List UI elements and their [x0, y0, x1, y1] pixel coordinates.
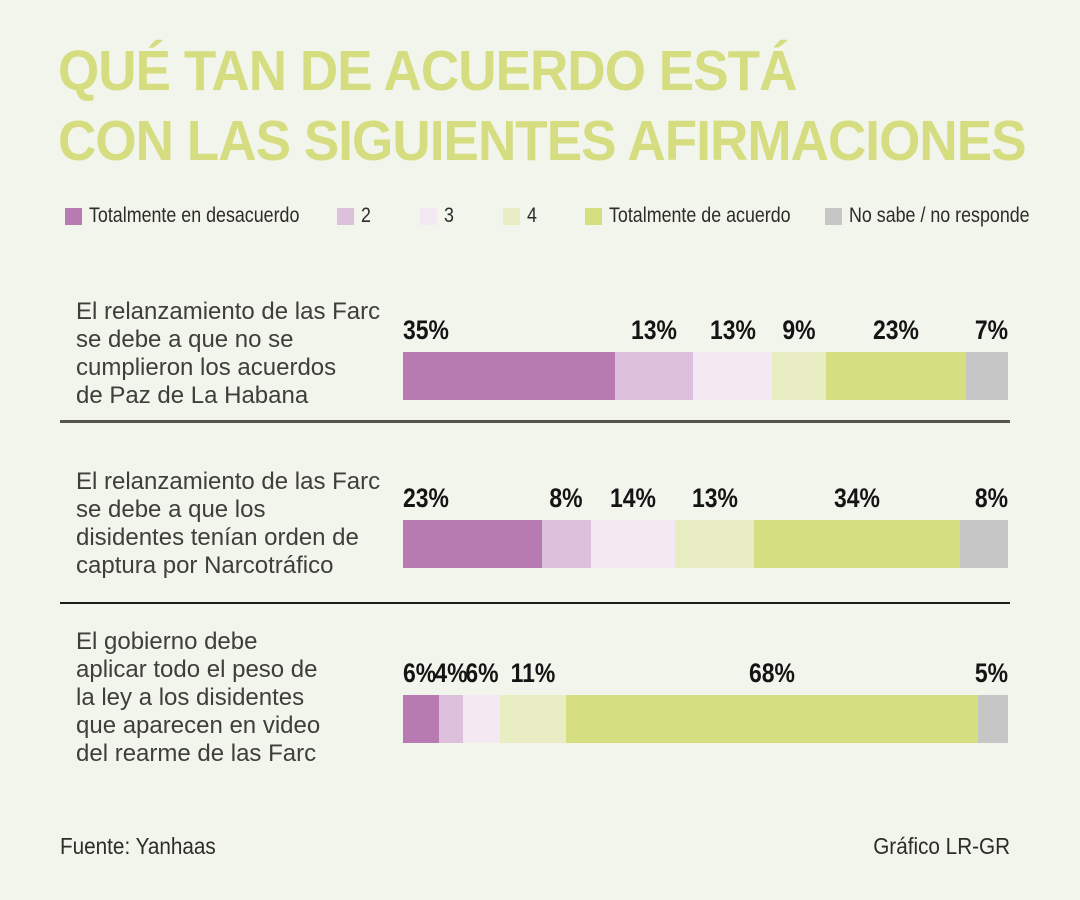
- bar-value-label: 6%: [403, 658, 437, 688]
- bar-value-label: 14%: [609, 483, 656, 513]
- bar-value-label: 5%: [974, 658, 1008, 688]
- bar-segment: [403, 695, 440, 743]
- stacked-bar: [403, 695, 1008, 743]
- page-title: QUÉ TAN DE ACUERDO ESTÁ CON LAS SIGUIENT…: [58, 36, 1027, 176]
- legend-swatch: [65, 207, 82, 225]
- legend-item: Totalmente de acuerdo: [585, 204, 823, 228]
- credit-label: Gráfico LR-GR: [873, 833, 1010, 859]
- bar-segment: [675, 520, 754, 568]
- stacked-bar: [403, 352, 1008, 400]
- legend-item: No sabe / no responde: [825, 204, 1061, 228]
- bar-segment: [566, 695, 978, 743]
- legend-swatch: [420, 207, 437, 225]
- bar-value-label: 8%: [549, 483, 583, 513]
- legend-swatch: [825, 207, 842, 225]
- bar-value-label: 13%: [691, 483, 738, 513]
- bar-segment: [403, 520, 543, 568]
- bar-value-label: 9%: [782, 315, 816, 345]
- legend-swatch: [337, 207, 354, 225]
- row-statement: El relanzamiento de las Farc se debe a q…: [76, 298, 381, 409]
- bar-value-label: 8%: [974, 483, 1008, 513]
- bar-value-label: 23%: [403, 483, 449, 513]
- bar-segment: [753, 520, 960, 568]
- legend-swatch: [503, 207, 520, 225]
- bar-segment: [439, 695, 464, 743]
- bar-value-labels: 35% 13% 13% 9% 23% 7%: [403, 314, 1008, 348]
- legend-label: 2: [361, 204, 371, 227]
- bar-value-label: 23%: [873, 315, 920, 345]
- bar-segment: [590, 520, 676, 568]
- legend-label: No sabe / no responde: [849, 204, 1030, 227]
- legend-item: Totalmente en desacuerdo: [65, 204, 337, 228]
- row-statement: El gobierno debe aplicar todo el peso de…: [76, 628, 321, 767]
- bar-value-label: 13%: [631, 315, 678, 345]
- bar-value-label: 7%: [974, 315, 1008, 345]
- legend-item: 4: [503, 204, 539, 228]
- legend-label: 4: [527, 204, 537, 227]
- legend-swatch: [585, 207, 602, 225]
- bar-value-label: 68%: [749, 658, 796, 688]
- legend-item: 3: [420, 204, 456, 228]
- bar-segment: [977, 695, 1008, 743]
- bar-segment: [403, 352, 615, 400]
- bar-segment: [614, 352, 694, 400]
- stacked-bar: [403, 520, 1008, 568]
- bar-segment: [965, 352, 1008, 400]
- bar-segment: [959, 520, 1008, 568]
- bar-segment: [499, 695, 567, 743]
- bar-value-label: 34%: [833, 483, 880, 513]
- bar-segment: [542, 520, 591, 568]
- bar-value-label: 35%: [403, 315, 449, 345]
- page-title-line-1: QUÉ TAN DE ACUERDO ESTÁ: [58, 39, 797, 103]
- bar-value-label: 11%: [510, 658, 556, 688]
- bar-value-labels: 6% 4% 6% 11% 68% 5%: [403, 657, 1008, 691]
- bar-segment: [826, 352, 966, 400]
- bar-value-label: 13%: [709, 315, 756, 345]
- legend-label: Totalmente en desacuerdo: [89, 204, 300, 227]
- bar-value-label: 6%: [465, 658, 499, 688]
- row-divider: [60, 420, 1010, 423]
- source-label: Fuente: Yanhaas: [60, 833, 216, 859]
- legend-label: Totalmente de acuerdo: [609, 204, 791, 227]
- row-statement: El relanzamiento de las Farc se debe a q…: [76, 468, 381, 579]
- page-title-line-2: CON LAS SIGUIENTES AFIRMACIONES: [58, 109, 1027, 173]
- bar-segment: [772, 352, 827, 400]
- bar-value-labels: 23% 8% 14% 13% 34% 8%: [403, 482, 1008, 516]
- bar-value-label: 4%: [434, 658, 468, 688]
- legend-item: 2: [337, 204, 373, 228]
- bar-segment: [693, 352, 773, 400]
- row-divider: [60, 602, 1010, 604]
- bar-segment: [463, 695, 500, 743]
- legend-label: 3: [444, 204, 454, 227]
